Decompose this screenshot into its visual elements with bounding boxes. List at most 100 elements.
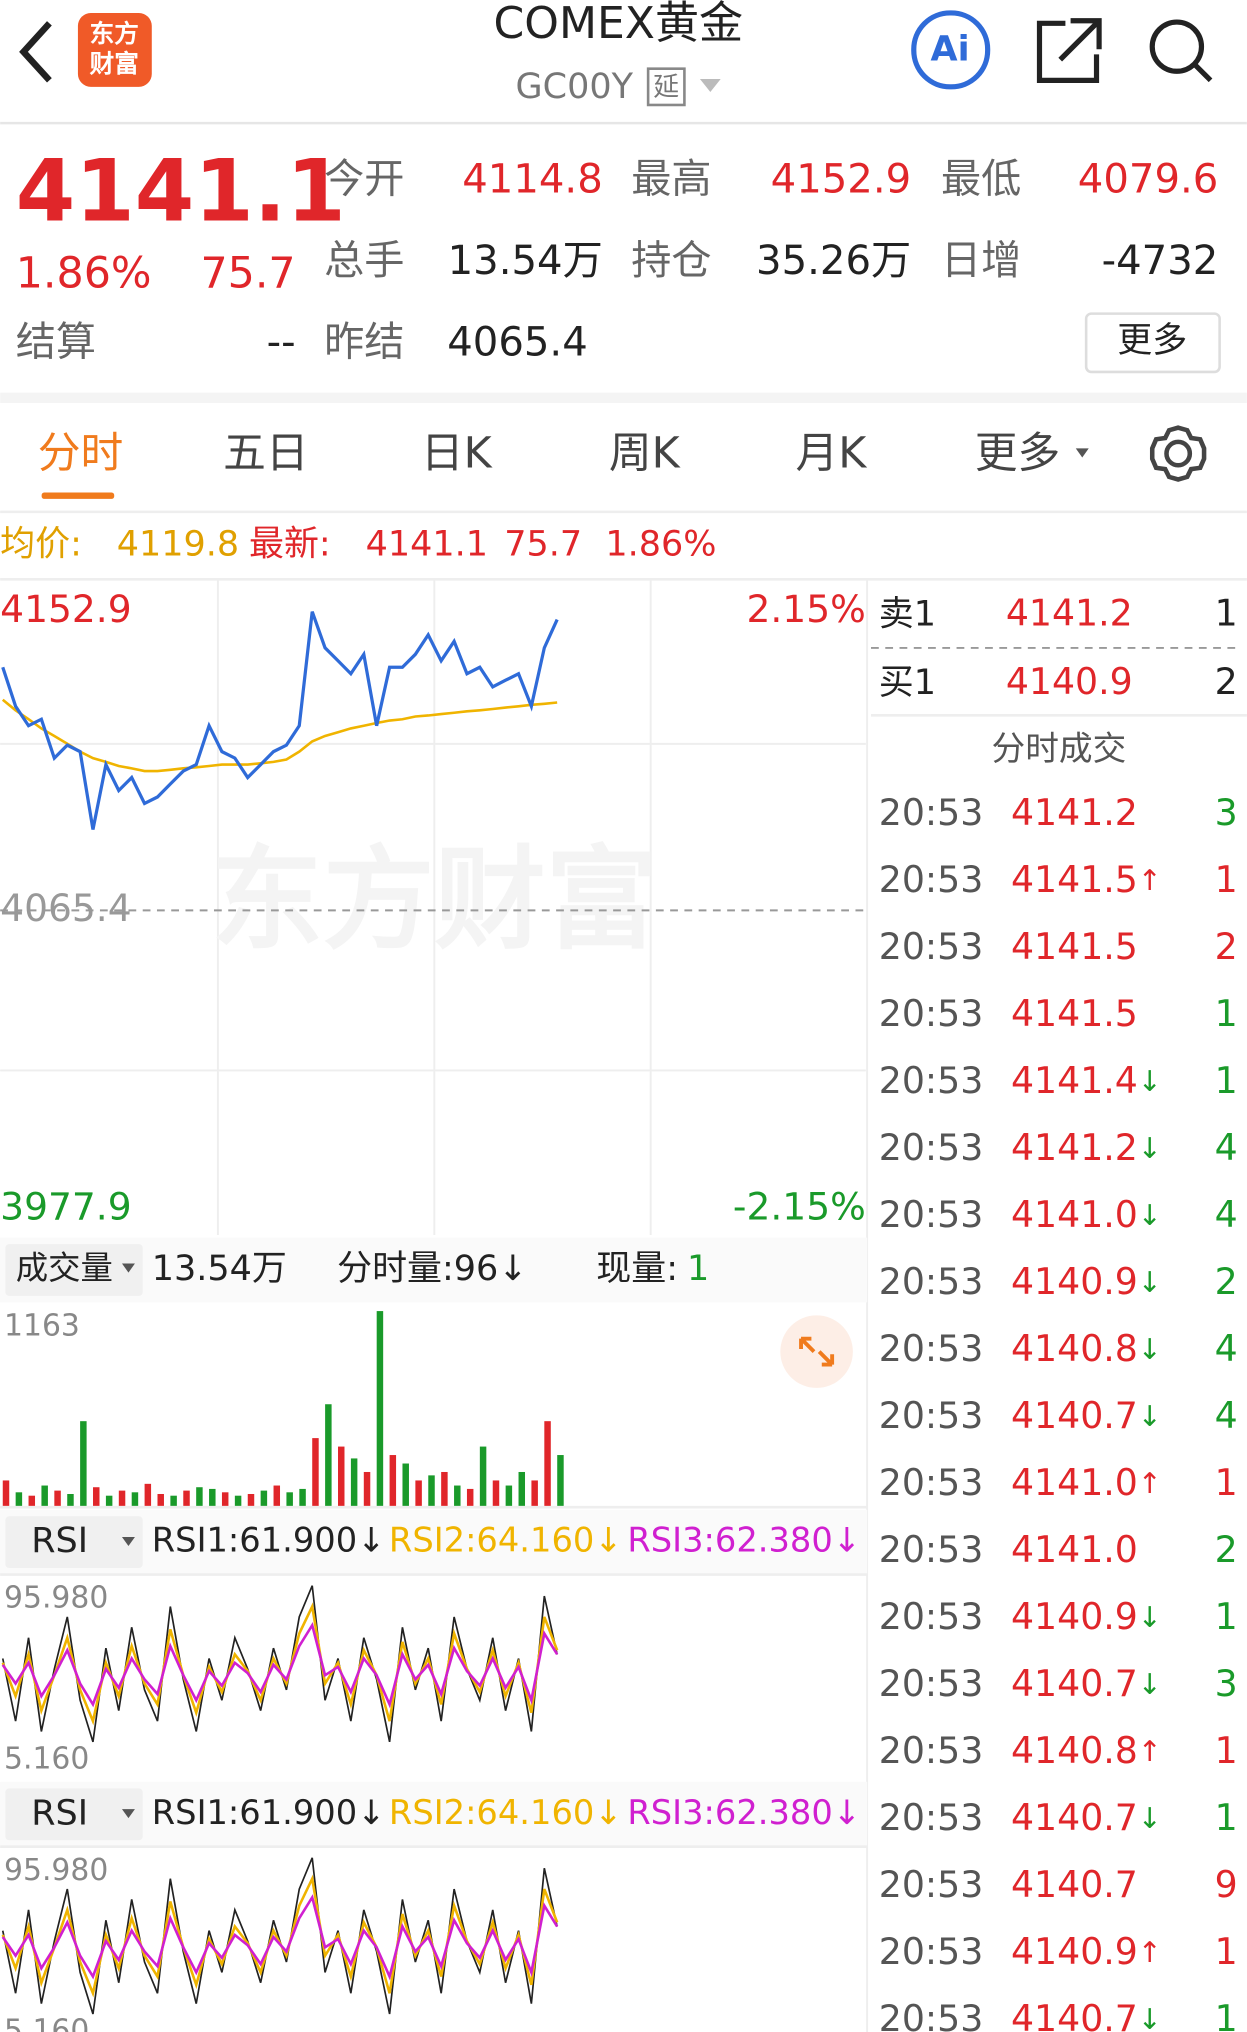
- trades-title: 分时成交: [992, 729, 1127, 768]
- volume-bar: [415, 1480, 422, 1506]
- trade-vol: 2: [1215, 1528, 1238, 1571]
- trade-time: 20:53: [879, 1193, 984, 1236]
- search-button[interactable]: [1149, 19, 1205, 74]
- rsi-line: [1, 1621, 559, 1709]
- arrow: ↑: [1138, 864, 1162, 897]
- trade-vol: 4: [1215, 1126, 1238, 1169]
- tab[interactable]: 五日: [223, 429, 309, 479]
- volume-bar: [479, 1446, 487, 1506]
- title: COMEX黄金: [494, 0, 744, 49]
- divider: [0, 392, 1247, 404]
- tab[interactable]: 月K: [795, 429, 867, 479]
- trade-price: 4141.0↓: [1011, 1193, 1162, 1236]
- logo-text: 财富: [90, 49, 139, 78]
- dropdown-arrow: [121, 1809, 135, 1819]
- trade-vol: 2: [1215, 925, 1238, 968]
- tab[interactable]: 日K: [421, 429, 493, 479]
- y-tick-label: 95.980: [4, 1853, 108, 1888]
- y-tick-label: 3977.9: [0, 1185, 132, 1229]
- trade-vol: 2: [1215, 1260, 1238, 1303]
- volume-bar: [312, 1438, 319, 1506]
- back-button[interactable]: [19, 21, 52, 83]
- latest-change: 75.7: [504, 525, 582, 565]
- stat-value: 13.54万: [448, 238, 603, 284]
- y-tick-label: 4152.9: [0, 587, 132, 631]
- settle: --: [267, 320, 296, 366]
- arrow: ↓: [1138, 1065, 1162, 1098]
- stat-value: 4114.8: [462, 156, 603, 202]
- legend-entry: RSI2:64.160↓: [389, 1521, 623, 1560]
- price: 4141.4: [1011, 1059, 1138, 1102]
- trade-price: 4140.7↓: [1011, 1997, 1162, 2032]
- tag-box: [646, 67, 686, 107]
- stat-label: 持仓: [631, 238, 711, 284]
- volume-bar: [466, 1488, 474, 1506]
- trade-price: 4140.8↑: [1011, 1729, 1162, 1772]
- right-label: 2.15%: [746, 587, 865, 631]
- price: 4141.5: [1011, 992, 1138, 1035]
- volume-bar: [28, 1495, 36, 1506]
- ai-label[interactable]: Ai: [931, 30, 970, 70]
- book-vol: 2: [1215, 660, 1238, 703]
- more-label[interactable]: 更多: [1117, 321, 1187, 361]
- indicator-select[interactable]: [5, 1516, 143, 1569]
- trade-vol: 3: [1215, 1662, 1238, 1705]
- expand-button[interactable]: [780, 1315, 853, 1388]
- arrow: ↓: [1138, 1802, 1162, 1835]
- volume-bar: [389, 1455, 397, 1506]
- trade-time: 20:53: [879, 858, 984, 901]
- price: 4140.9: [1011, 1930, 1138, 1973]
- arrow: ↓: [1138, 1333, 1162, 1366]
- ai-button[interactable]: [911, 10, 991, 90]
- arrow: ↓: [1138, 1199, 1162, 1232]
- trade-vol: 1: [1215, 1796, 1238, 1839]
- share-button[interactable]: [1036, 18, 1102, 83]
- indicator-select[interactable]: [5, 1788, 143, 1841]
- tab[interactable]: 更多: [975, 429, 1060, 479]
- dropdown-arrow: [121, 1263, 135, 1273]
- volume-bar: [15, 1492, 23, 1506]
- trade-price: 4141.5↑: [1011, 858, 1162, 901]
- trade-price: 4140.9↑: [1011, 1930, 1162, 1973]
- trade-vol: 1: [1215, 1997, 1238, 2032]
- tab[interactable]: 周K: [609, 429, 681, 479]
- settings-button[interactable]: [1149, 425, 1207, 482]
- y-tick-label: 95.980: [4, 1581, 108, 1616]
- price: 4140.8: [1011, 1729, 1138, 1772]
- trade-time: 20:53: [879, 1997, 984, 2032]
- more-button[interactable]: [1084, 312, 1221, 374]
- y-tick-label: 5.160: [4, 1741, 89, 1776]
- trade-time: 20:53: [879, 1930, 984, 1973]
- dropdown-arrow[interactable]: [699, 79, 721, 93]
- trade-vol: 9: [1215, 1863, 1238, 1906]
- now: 1: [687, 1249, 709, 1289]
- trade-vol: 1: [1215, 1595, 1238, 1638]
- stat-label: 日增: [941, 238, 1021, 284]
- volume-bar: [518, 1471, 526, 1506]
- trade-time: 20:53: [879, 1863, 984, 1906]
- price: 4141.2: [1011, 1126, 1138, 1169]
- book-vol: 1: [1215, 592, 1238, 635]
- volume-bar: [54, 1490, 61, 1506]
- volume-bar: [131, 1492, 139, 1506]
- legend-entry: RSI2:64.160↓: [389, 1793, 623, 1832]
- tag: 延: [653, 73, 679, 103]
- settle-label: 结算: [16, 320, 96, 366]
- avg-label: 均价:: [0, 525, 82, 565]
- arrow: ↓: [1138, 1266, 1162, 1299]
- volume-bar: [105, 1495, 113, 1506]
- arrow: ↓: [1138, 1668, 1162, 1701]
- indicator-select[interactable]: [5, 1244, 143, 1296]
- trade-vol: 1: [1215, 1930, 1238, 1973]
- tab[interactable]: 分时: [38, 429, 124, 479]
- trade-price: 4141.4↓: [1011, 1059, 1162, 1102]
- volume-bar: [144, 1483, 152, 1506]
- price-grid: [0, 579, 869, 2032]
- legend-entry: RSI3:62.380↓: [627, 1793, 861, 1832]
- latest-pct: 1.86%: [605, 525, 716, 565]
- volume-label: 成交量: [16, 1249, 113, 1287]
- volume-bar: [80, 1421, 87, 1506]
- volume-bar: [221, 1492, 229, 1506]
- stat-label: 最高: [631, 156, 711, 202]
